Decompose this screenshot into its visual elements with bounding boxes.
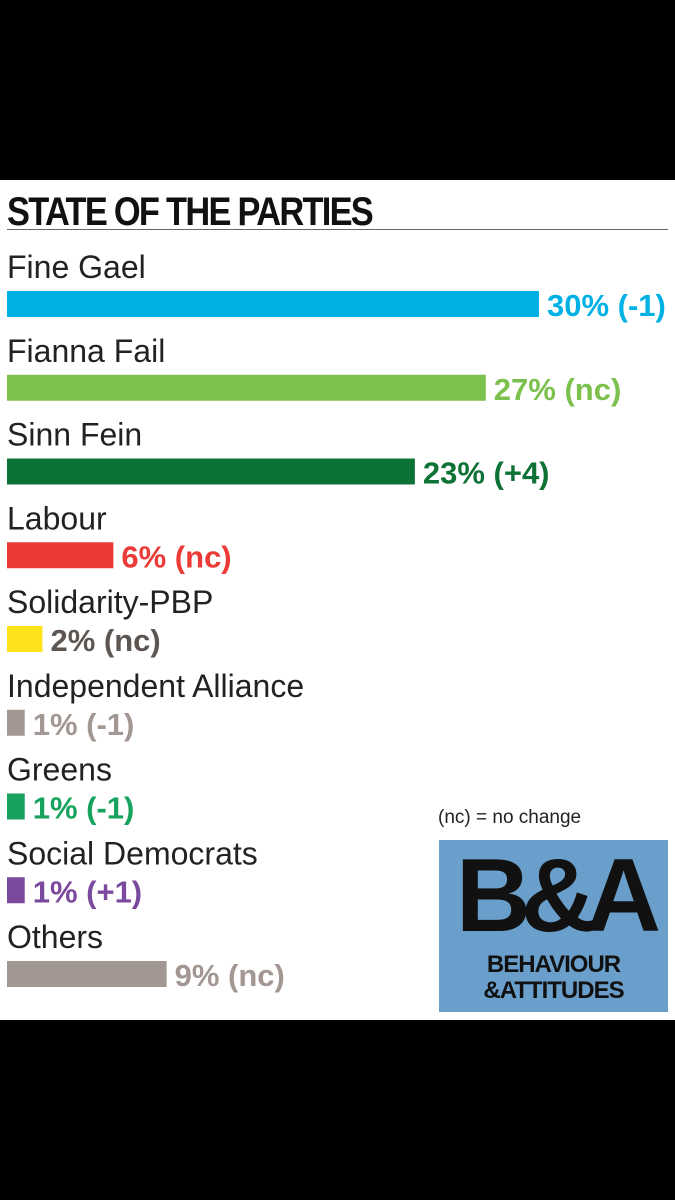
value-label-solidarity-pbp: 2% (nc) [50,623,160,658]
party-label-independent-alliance: Independent Alliance [7,668,304,704]
value-label-sinn-fein: 23% (+4) [423,456,550,491]
bar-social-democrats [7,877,25,904]
behaviour-attitudes-logo: B&A BEHAVIOUR &ATTITUDES [439,840,668,1012]
value-label-greens: 1% (-1) [33,791,135,826]
value-label-fianna-fail: 27% (nc) [494,372,621,407]
party-label-fianna-fail: Fianna Fail [7,333,165,369]
party-label-others: Others [7,919,103,955]
value-label-fine-gael: 30% (-1) [547,288,666,323]
bar-independent-alliance [7,709,25,736]
bar-fianna-fail [7,374,486,401]
chart-panel: STATE OF THE PARTIES Fine Gael 30% (-1) Fi… [0,180,675,1020]
party-label-sinn-fein: Sinn Fein [7,417,142,453]
bar-chart: Fine Gael 30% (-1) Fianna Fail 27% (nc) Sinn… [7,249,666,993]
value-label-others: 9% (nc) [175,958,285,993]
chart-title: STATE OF THE PARTIES [7,190,374,234]
logo-wordmark-line-1: BEHAVIOUR [486,951,621,978]
party-label-social-democrats: Social Democrats [7,835,258,871]
bar-sinn-fein [7,458,415,485]
bar-labour [7,542,114,569]
value-label-social-democrats: 1% (+1) [33,874,142,909]
value-label-independent-alliance: 1% (-1) [33,707,135,742]
title-divider [7,229,668,230]
logo-wordmark-line-2: &ATTITUDES [483,977,624,1004]
bar-greens [7,793,25,820]
party-label-fine-gael: Fine Gael [7,249,146,285]
party-label-greens: Greens [7,752,112,788]
party-label-solidarity-pbp: Solidarity-PBP [7,584,213,620]
logo-mark: B&A [455,840,661,954]
bar-solidarity-pbp [7,626,43,652]
party-label-labour: Labour [7,500,107,536]
legend-note: (nc) = no change [438,807,582,828]
bar-fine-gael [7,291,539,317]
value-label-labour: 6% (nc) [121,539,231,574]
bar-others [7,961,167,987]
